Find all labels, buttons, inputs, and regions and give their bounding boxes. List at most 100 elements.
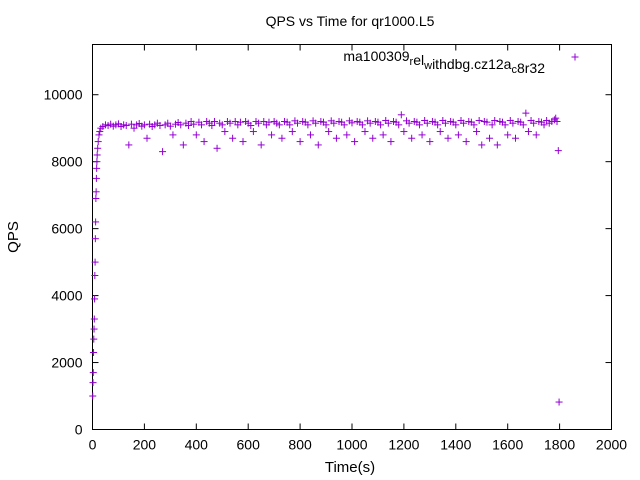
data-point <box>275 121 283 129</box>
data-point <box>462 138 470 146</box>
data-point <box>397 111 405 119</box>
x-tick-label: 400 <box>185 437 209 453</box>
x-tick-label: 1200 <box>388 437 419 453</box>
legend: ma100309relwithdbg.cz12ac8r32 <box>343 48 579 76</box>
y-tick-label: 0 <box>75 422 83 438</box>
data-point <box>441 119 449 127</box>
data-point <box>524 128 532 136</box>
data-point <box>511 134 519 142</box>
data-point <box>361 128 369 136</box>
x-tick-label: 800 <box>288 437 312 453</box>
data-point <box>358 121 366 129</box>
y-tick-label: 10000 <box>44 87 83 103</box>
data-point <box>553 118 561 125</box>
data-point <box>418 131 426 139</box>
data-point <box>486 134 494 142</box>
data-point <box>312 119 320 127</box>
data-point <box>94 138 102 146</box>
data-point <box>221 128 229 136</box>
data-point <box>159 148 167 156</box>
data-point <box>555 398 563 406</box>
data-point <box>369 134 377 142</box>
data-point <box>408 134 416 142</box>
data-point <box>192 131 200 139</box>
data-point <box>278 134 286 142</box>
data-point <box>473 128 481 136</box>
x-tick-label: 1000 <box>336 437 367 453</box>
data-point <box>343 131 351 139</box>
data-point <box>89 379 97 387</box>
data-point <box>552 114 560 122</box>
data-point <box>200 138 208 146</box>
data-point <box>92 188 100 196</box>
x-axis: 0 200 400 600 800 1000 1200 1400 1600 1800 2000 <box>89 44 627 453</box>
data-point <box>236 118 244 126</box>
data-point <box>255 119 263 127</box>
data-point <box>140 121 148 129</box>
data-point <box>475 116 483 124</box>
data-point <box>304 121 312 129</box>
data-point <box>522 109 530 117</box>
data-point <box>460 119 468 127</box>
data-point <box>91 295 99 303</box>
data-point <box>185 122 193 130</box>
data-point <box>177 121 185 129</box>
x-tick-label: 2000 <box>596 437 627 453</box>
data-point <box>210 118 218 125</box>
data-point <box>436 128 444 136</box>
data-point <box>444 134 452 142</box>
x-axis-label: Time(s) <box>325 459 375 476</box>
data-point <box>384 119 392 127</box>
data-point <box>509 119 517 127</box>
data-point <box>91 272 99 279</box>
data-point <box>478 141 486 149</box>
data-point <box>294 119 302 127</box>
data-point <box>340 121 348 129</box>
data-point <box>554 147 562 155</box>
data-point <box>96 128 104 136</box>
x-tick-label: 0 <box>89 437 97 453</box>
x-tick-label: 1400 <box>440 437 471 453</box>
y-tick-label: 2000 <box>51 355 82 371</box>
plot-frame <box>92 44 612 430</box>
data-point <box>530 119 538 127</box>
x-tick-label: 1600 <box>492 437 523 453</box>
data-point <box>306 131 314 139</box>
legend-plus-marker <box>571 53 579 61</box>
y-tick-label: 8000 <box>51 154 82 170</box>
data-point <box>95 131 103 139</box>
data-point <box>265 118 273 126</box>
data-point <box>366 119 374 127</box>
chart-title: QPS vs Time for qr1000.L5 <box>266 13 435 29</box>
data-point <box>125 141 133 149</box>
data-point <box>229 134 237 142</box>
y-tick-label: 4000 <box>51 288 82 304</box>
data-point <box>127 120 135 128</box>
data-point <box>239 138 247 146</box>
data-point <box>156 122 164 130</box>
data-point <box>169 131 177 139</box>
data-point <box>288 128 296 136</box>
data-point <box>379 131 387 139</box>
data-point <box>257 141 265 149</box>
data-point <box>247 122 255 130</box>
data-point <box>92 218 100 226</box>
data-point <box>166 122 174 130</box>
data-point <box>400 128 408 136</box>
data-point <box>179 141 187 149</box>
data-point <box>387 138 395 146</box>
data-point <box>213 144 221 152</box>
y-axis-label: QPS <box>5 221 22 253</box>
data-point <box>92 174 100 182</box>
data-point <box>452 121 460 129</box>
data-point <box>314 141 322 149</box>
data-point <box>90 349 98 356</box>
x-tick-label: 1800 <box>544 437 575 453</box>
data-point <box>501 121 509 129</box>
y-axis: 0 2000 4000 6000 8000 10000 <box>44 87 612 438</box>
data-point <box>454 131 462 139</box>
data-point <box>143 134 151 142</box>
data-point <box>377 121 385 129</box>
legend-marker-icon <box>571 53 579 61</box>
